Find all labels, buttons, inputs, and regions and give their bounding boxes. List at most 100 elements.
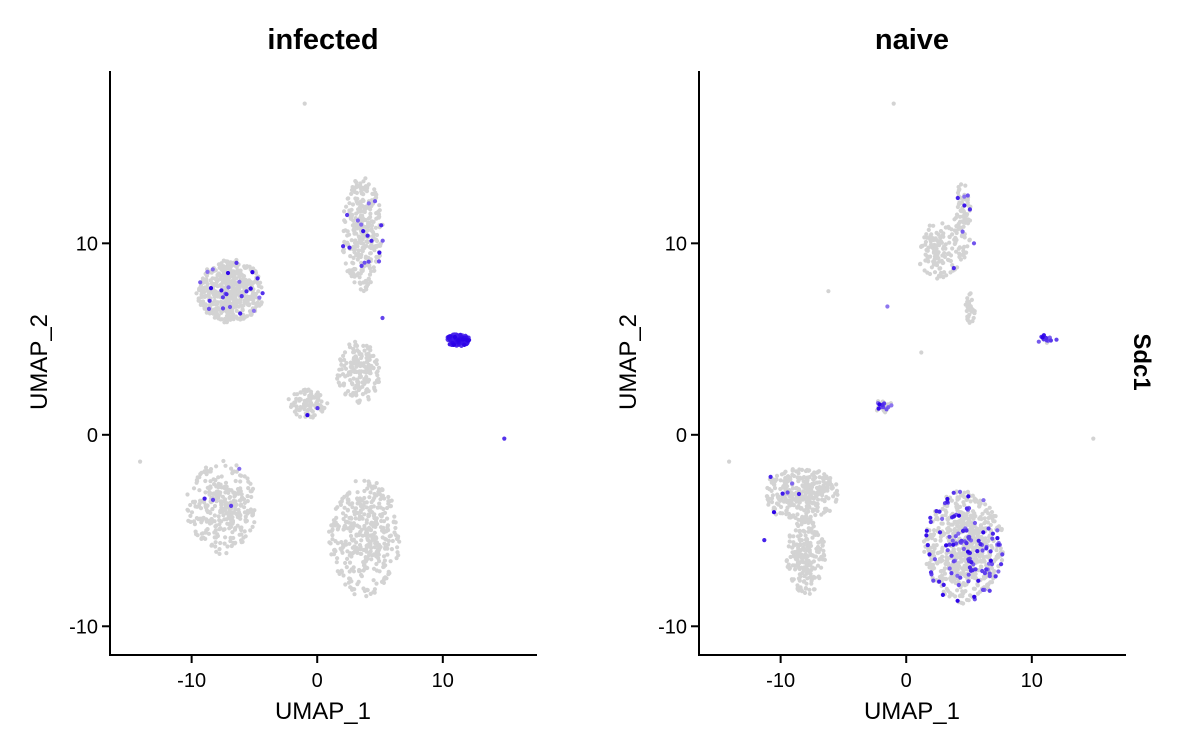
ticks-naive: -10 0 10 -10 0 10 [658,233,1043,692]
cell-point [357,569,362,574]
cell-point [368,539,373,544]
cell-point [234,511,239,516]
cell-point [815,563,821,568]
cell-point [360,197,365,202]
cell-point [359,369,364,374]
cell-point [834,497,839,502]
cell-point [345,242,350,247]
cell-point [345,556,350,562]
cell-point [366,346,371,351]
cell-point [372,530,377,536]
cell-point [221,285,226,290]
cell-point [223,278,228,283]
cell-point [343,261,348,266]
points-infected [138,101,507,599]
cell-point [212,513,217,518]
cell-point [967,238,972,243]
cell-point [364,500,369,505]
cell-point [218,484,223,489]
cell-point [982,516,987,521]
cell-point [372,268,377,273]
expressing-cell-point [972,594,977,599]
cell-point [239,492,244,497]
cell-point [376,255,381,260]
expressing-cell-point [234,260,239,265]
cell-point [202,285,207,290]
cell-point [380,535,385,540]
cell-point [358,551,363,556]
cell-point [352,267,357,272]
cell-point [969,515,974,520]
cell-point [349,191,354,196]
cell-point [375,369,380,374]
cell-point [377,208,382,213]
cell-point [936,240,941,245]
cell-point [341,353,346,358]
cell-point [809,552,814,558]
cell-point [369,228,374,233]
cell-point [354,540,359,545]
cell-point [804,581,809,586]
expressing-cell-point [355,218,360,223]
cell-point [373,237,379,242]
cell-point [957,550,962,556]
expressing-cell-point [229,503,234,508]
cell-point [367,495,372,500]
cell-point [953,215,959,220]
cell-point [214,281,219,286]
cell-point [1091,436,1096,441]
cell-point [979,516,984,522]
expressing-cell-point [251,308,256,313]
cell-point [256,281,261,286]
cell-point [831,494,836,499]
cell-point [239,527,244,533]
cell-point [802,529,807,534]
expressing-cell-point [964,528,969,533]
cell-point [355,510,360,515]
cell-point [222,541,227,546]
cell-point [383,546,388,551]
cell-point [789,577,795,582]
cell-point [335,505,340,510]
cell-point [362,566,367,572]
cell-point [201,280,206,285]
cell-point [230,530,235,535]
cell-point [379,514,384,519]
cell-point [934,263,940,268]
cell-point [233,499,238,504]
cell-point [362,488,367,494]
cell-point [367,550,372,556]
cell-point [224,551,229,556]
cell-point [362,187,367,192]
cell-point [227,508,232,513]
expressing-cell-point [877,402,882,407]
cell-point [956,202,962,207]
cell-point [365,228,370,233]
cell-point [377,492,383,497]
cell-point [357,398,362,403]
cell-point [216,475,221,480]
cell-point [338,357,343,362]
cell-point [353,243,359,248]
cell-point [778,478,783,483]
cell-point [801,516,806,521]
cell-point [770,493,776,498]
cell-point [354,393,359,398]
expressing-cell-point [955,598,960,603]
expressing-cell-point [365,233,370,238]
points-naive [727,101,1096,606]
cell-point [207,311,212,316]
cell-point [941,589,946,594]
cell-point [243,265,248,270]
cell-point [294,396,299,401]
expressing-cell-point [947,542,952,547]
cell-point [363,530,369,536]
expressing-cell-point [961,546,967,552]
cell-point [782,471,787,476]
cell-point [806,526,811,531]
cell-point [364,594,369,599]
expressing-cell-point [889,403,894,408]
cell-point [369,557,374,562]
cell-point [343,513,348,519]
expressing-cell-point [981,530,986,535]
